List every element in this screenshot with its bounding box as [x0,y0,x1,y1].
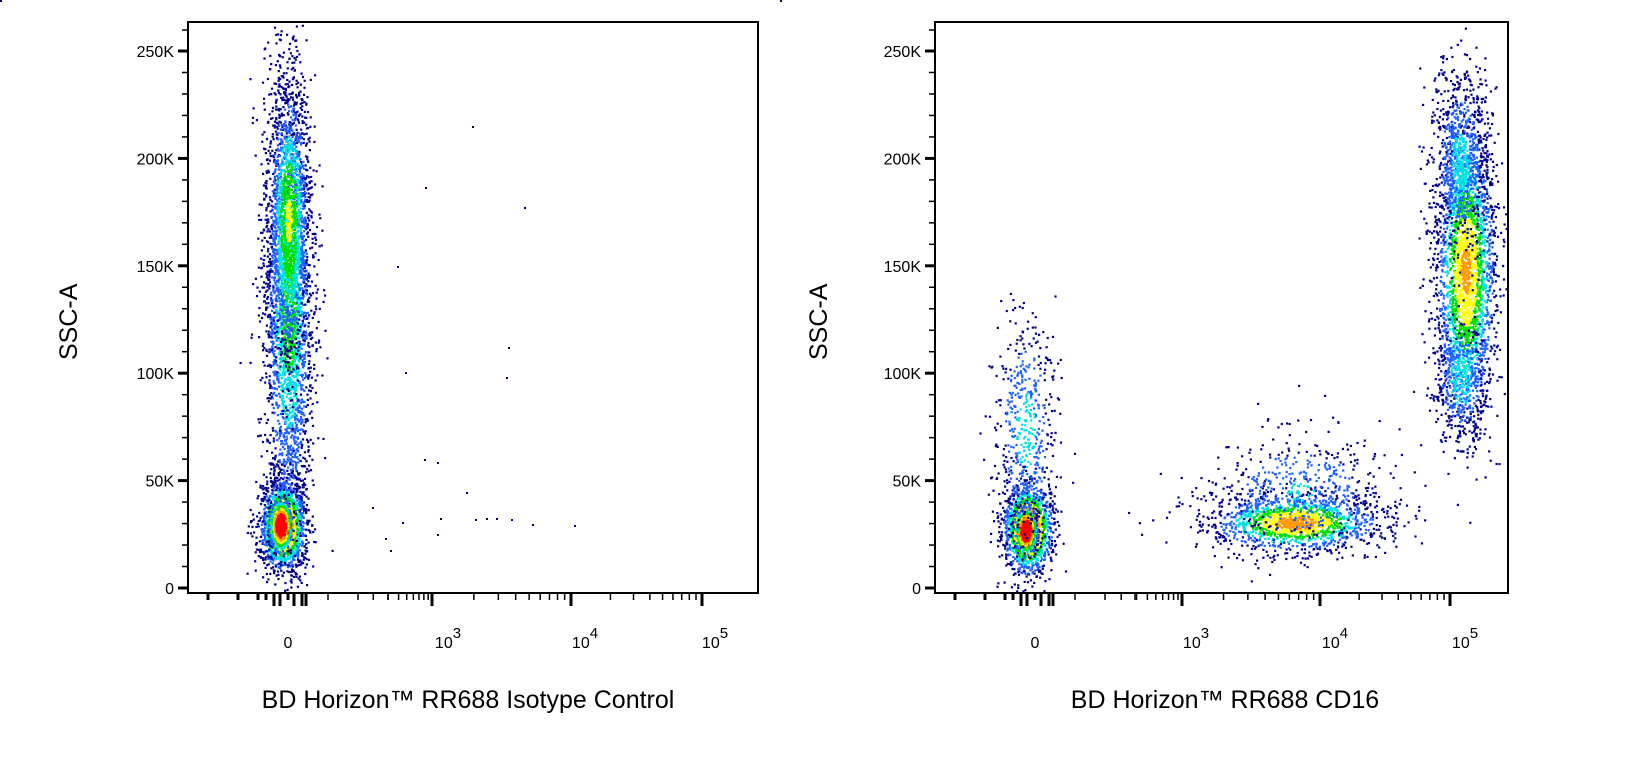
y-tick-label: 0 [165,581,174,598]
y-tick-label: 150K [884,259,922,276]
x-axis-label: BD Horizon™ RR688 Isotype Control [261,686,675,714]
plot-isotype-control: 0 50K 100K 150K 200K 250K 0 103 104 105 SSC-A BD … [0,0,800,771]
x-tick-label: 0 [1031,635,1040,652]
x-tick-label: 105 [702,625,728,652]
y-axis-label: SSC-A [55,283,83,360]
axes: 0 50K 100K 150K 200K 250K [137,21,759,606]
y-tick-label: 250K [137,44,175,61]
y-tick-label: 150K [137,259,175,276]
axes: 0 50K 100K 150K 200K 250K [884,21,1509,606]
y-tick-label: 100K [884,366,922,383]
x-tick-label: 104 [1322,625,1348,652]
x-tick-label: 104 [572,625,598,652]
y-tick-label: 50K [893,474,922,491]
y-tick-label: 250K [884,44,922,61]
y-axis-label: SSC-A [805,283,833,360]
x-axis-label: BD Horizon™ RR688 CD16 [1070,686,1380,714]
x-tick-label: 0 [284,635,293,652]
plot-area: 0 50K 100K 150K 200K 250K 0 103 104 105 [0,0,759,652]
plot-area: 0 50K 100K 150K 200K 250K 0 103 104 105 [780,0,1509,652]
y-tick-label: 50K [146,474,175,491]
plot-cd16: 0 50K 100K 150K 200K 250K 0 103 104 105 SSC-A BD … [780,0,1580,771]
x-tick-label: 103 [1183,625,1209,652]
x-tick-label: 103 [435,625,461,652]
x-tick-label: 105 [1452,625,1478,652]
y-tick-label: 200K [884,151,922,168]
y-tick-label: 100K [137,366,175,383]
y-tick-label: 0 [912,581,921,598]
y-tick-label: 200K [137,151,175,168]
